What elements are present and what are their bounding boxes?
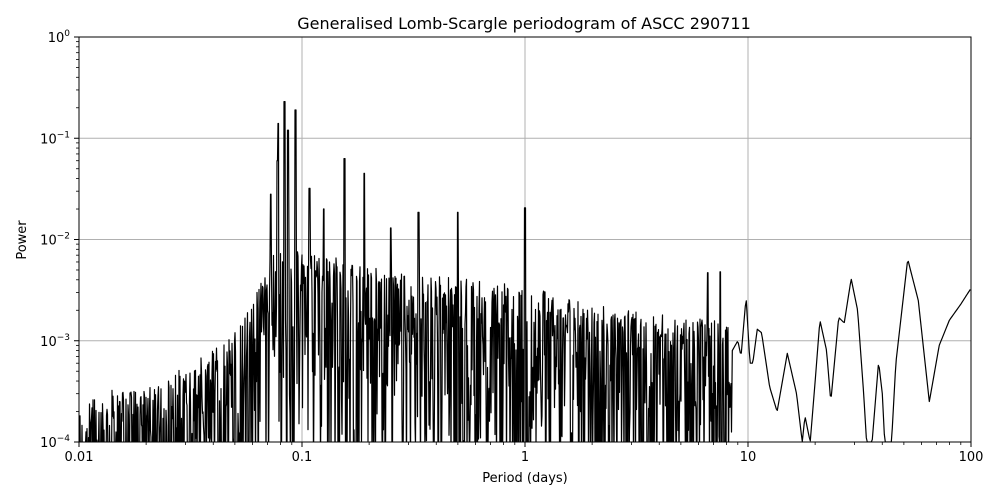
x-axis-label: Period (days) <box>482 471 568 486</box>
y-tick-label: 10−2 <box>40 232 70 249</box>
x-axis-ticks: 0.01 0.1 1 10 100 <box>65 442 984 465</box>
chart-title: Generalised Lomb-Scargle periodogram of … <box>297 14 751 33</box>
x-tick-label: 0.1 <box>292 450 313 465</box>
x-tick-label: 0.01 <box>65 450 94 465</box>
plot-area <box>79 101 971 442</box>
y-axis-label: Power <box>15 220 30 260</box>
y-axis-ticks: 10−4 10−3 10−2 10−1 100 <box>40 29 79 451</box>
x-tick-label: 100 <box>959 450 984 465</box>
y-tick-label: 10−3 <box>40 333 70 350</box>
y-tick-label: 10−1 <box>40 130 70 147</box>
periodogram-line <box>79 101 971 442</box>
y-tick-label: 10−4 <box>40 434 70 451</box>
y-tick-label: 100 <box>48 29 71 46</box>
x-tick-label: 10 <box>740 450 757 465</box>
x-tick-label: 1 <box>521 450 529 465</box>
